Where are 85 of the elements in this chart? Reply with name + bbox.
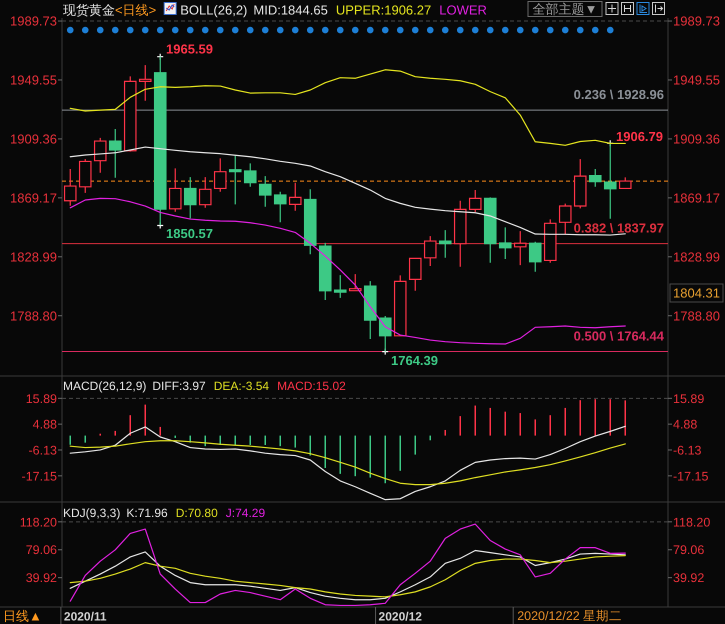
y-tick-label: -6.13 bbox=[28, 443, 58, 458]
line-series bbox=[70, 550, 626, 600]
y2-tick-label: 1909.36 bbox=[673, 132, 720, 147]
line-series bbox=[70, 440, 626, 486]
y2-tick-label: 1989.73 bbox=[673, 14, 720, 29]
candlestick bbox=[558, 203, 572, 235]
ref-line-label: 0.500 \ 1764.44 bbox=[574, 328, 665, 344]
candlestick bbox=[588, 168, 602, 188]
candlestick bbox=[528, 241, 542, 272]
ref-line-label: 0.236 \ 1928.96 bbox=[574, 87, 664, 102]
candlestick bbox=[108, 128, 122, 178]
candlestick bbox=[228, 155, 242, 206]
y-tick-label: 1828.99 bbox=[10, 249, 57, 264]
candlestick bbox=[408, 257, 422, 292]
candlestick bbox=[94, 137, 107, 174]
candlestick bbox=[168, 168, 182, 212]
candlestick bbox=[364, 280, 377, 340]
x-tick-label: 2020/12 bbox=[378, 610, 422, 624]
text: 全部主题▼ bbox=[532, 2, 598, 16]
y2-tick-label: 1949.55 bbox=[673, 72, 720, 88]
candlestick bbox=[304, 188, 317, 255]
y-tick-label: 1909.36 bbox=[10, 132, 57, 147]
candlestick bbox=[334, 274, 347, 298]
candlestick bbox=[438, 229, 452, 258]
chart-subtitle: <日线> bbox=[115, 2, 156, 18]
y2-tick-label: 118.20 bbox=[673, 515, 710, 530]
candlestick bbox=[64, 168, 77, 206]
y2-tick-label: -6.13 bbox=[673, 443, 702, 458]
y2-tick-label: 4.88 bbox=[673, 418, 698, 432]
y-tick-label: 79.06 bbox=[26, 543, 58, 558]
annotation: 1850.57 bbox=[166, 226, 213, 241]
candlestick bbox=[244, 162, 257, 188]
y-tick-label: 1788.80 bbox=[10, 308, 57, 324]
candlestick bbox=[424, 235, 437, 267]
text: 2020/12/22 星期二 bbox=[517, 609, 622, 623]
chart-title: 现货黄金 bbox=[63, 2, 115, 18]
annotation: 1906.79 bbox=[616, 129, 663, 144]
y-tick-label: 1949.55 bbox=[10, 72, 57, 88]
y-tick-label: 15.89 bbox=[26, 392, 58, 406]
line-series bbox=[70, 426, 626, 500]
y-tick-label: 4.88 bbox=[32, 418, 58, 432]
legend: BOLL(26,2) MID:1844.65 UPPER:1906.27 LOWER bbox=[180, 2, 487, 18]
candlestick bbox=[574, 158, 587, 209]
candlestick bbox=[498, 226, 512, 260]
candlestick bbox=[184, 176, 197, 219]
legend: MACD(26,12,9) DIFF:3.97 DEA:-3.54 MACD:15.02 bbox=[63, 379, 346, 393]
candlestick bbox=[394, 274, 407, 337]
y-tick-label: 39.92 bbox=[26, 571, 58, 586]
y2-tick-label: 15.89 bbox=[673, 392, 704, 406]
annotation: 1965.59 bbox=[166, 42, 213, 56]
line-series bbox=[70, 524, 626, 606]
candlestick bbox=[618, 176, 632, 190]
ref-line-label: 0.382 \ 1837.97 bbox=[574, 220, 664, 236]
candlestick bbox=[78, 158, 92, 194]
annotation: 1850.57 bbox=[156, 222, 213, 241]
y2-tick-label: -17.15 bbox=[673, 469, 708, 484]
annotation: 1764.39 bbox=[382, 348, 438, 368]
y-tick-label: 118.20 bbox=[20, 515, 58, 530]
y-tick-label: 1869.17 bbox=[10, 190, 57, 206]
y2-tick-label: 1788.80 bbox=[673, 308, 720, 324]
candlestick bbox=[468, 189, 482, 213]
candlestick bbox=[288, 182, 302, 212]
y-tick-label: -17.15 bbox=[22, 469, 58, 484]
annotation: 1764.39 bbox=[391, 353, 438, 368]
candlestick bbox=[214, 158, 227, 192]
line-series bbox=[70, 555, 626, 598]
candlestick bbox=[318, 242, 332, 301]
y2-tick-label: 39.92 bbox=[673, 571, 704, 586]
y-tick-label: 1989.73 bbox=[10, 14, 57, 29]
candlestick bbox=[484, 196, 497, 264]
y2-tick-label: 79.06 bbox=[673, 543, 704, 558]
y2-tick-label: 1869.17 bbox=[673, 190, 720, 206]
candlestick bbox=[124, 76, 137, 152]
y2-tick-label: 1828.99 bbox=[673, 249, 720, 264]
candlestick bbox=[258, 176, 272, 208]
legend: KDJ(9,3,3) K:71.96 D:70.80 J:74.29 bbox=[63, 506, 266, 520]
text: 1804.31 bbox=[673, 286, 720, 301]
candlestick bbox=[454, 200, 467, 268]
candlestick bbox=[198, 176, 212, 208]
candlestick bbox=[138, 64, 152, 102]
candlestick bbox=[514, 230, 527, 266]
text: 日线▲ bbox=[3, 608, 42, 624]
candlestick bbox=[274, 191, 287, 223]
x-tick-label: 2020/11 bbox=[64, 610, 107, 624]
candlestick bbox=[544, 218, 557, 264]
